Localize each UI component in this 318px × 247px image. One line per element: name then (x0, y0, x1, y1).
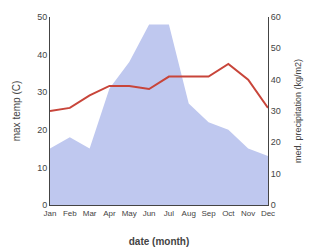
svg-text:Jul: Jul (164, 209, 174, 218)
svg-text:Feb: Feb (63, 209, 77, 218)
svg-text:50: 50 (271, 43, 281, 53)
svg-text:Oct: Oct (222, 209, 235, 218)
svg-text:Jun: Jun (143, 209, 156, 218)
svg-text:10: 10 (37, 163, 47, 173)
svg-text:40: 40 (37, 50, 47, 60)
svg-text:0: 0 (271, 200, 276, 210)
svg-text:Nov: Nov (241, 209, 255, 218)
svg-text:Mar: Mar (83, 209, 97, 218)
svg-text:Dec: Dec (261, 209, 275, 218)
svg-text:date (month): date (month) (129, 236, 190, 247)
svg-text:30: 30 (37, 87, 47, 97)
svg-text:40: 40 (271, 75, 281, 85)
svg-text:Sep: Sep (201, 209, 216, 218)
svg-text:50: 50 (37, 12, 47, 22)
svg-text:20: 20 (271, 137, 281, 147)
svg-text:med. precipitation (kg/m2): med. precipitation (kg/m2) (293, 59, 303, 163)
svg-text:Jan: Jan (44, 209, 57, 218)
svg-text:May: May (122, 209, 137, 218)
svg-text:20: 20 (37, 125, 47, 135)
svg-text:Aug: Aug (182, 209, 196, 218)
svg-text:Apr: Apr (103, 209, 116, 218)
svg-text:0: 0 (42, 200, 47, 210)
svg-text:60: 60 (271, 12, 281, 22)
svg-text:max temp (C): max temp (C) (11, 81, 22, 142)
svg-text:10: 10 (271, 169, 281, 179)
svg-text:30: 30 (271, 106, 281, 116)
